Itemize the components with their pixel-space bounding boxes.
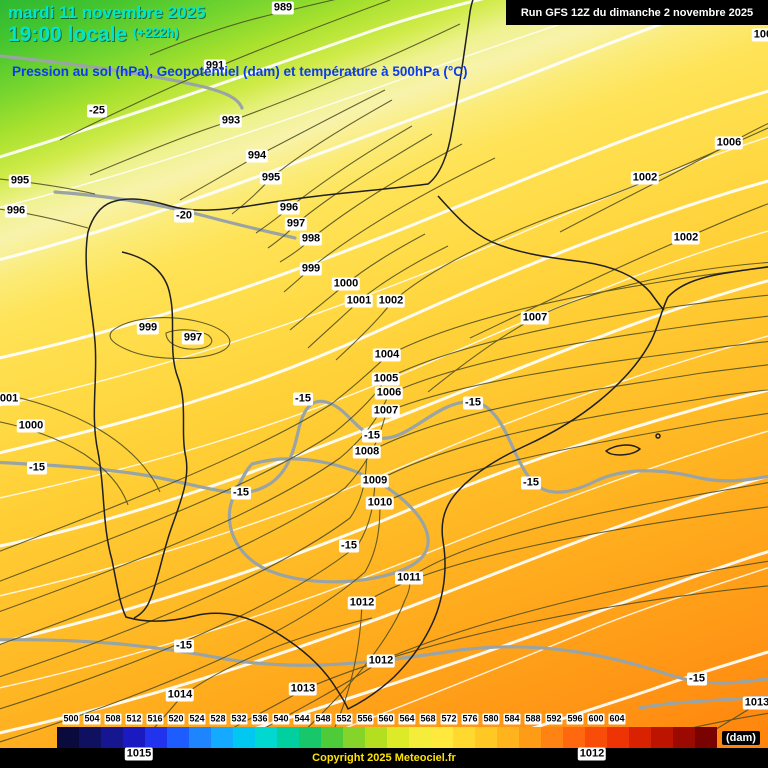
- copyright-text: Copyright 2025 Meteociel.fr: [312, 752, 456, 764]
- colorbar-swatch: [651, 727, 673, 748]
- model-run-info: Run GFS 12Z du dimanche 2 novembre 2025: [506, 0, 768, 25]
- colorbar-unit: (dam): [722, 731, 760, 745]
- colorbar-swatch: [123, 727, 145, 748]
- colorbar-swatch: [79, 727, 101, 748]
- colorbar-swatch: [277, 727, 299, 748]
- colorbar-swatch: [211, 727, 233, 748]
- colorbar-swatch: [673, 727, 695, 748]
- colorbar-swatch: [629, 727, 651, 748]
- colorbar-swatch: [519, 727, 541, 748]
- colorbar-swatches-row: [57, 727, 717, 748]
- colorbar-swatch: [343, 727, 365, 748]
- colorbar-swatch: [189, 727, 211, 748]
- colorbar-swatch: [57, 727, 79, 748]
- colorbar-swatch: [387, 727, 409, 748]
- colorbar-swatch: [233, 727, 255, 748]
- forecast-time: 19:00 locale (+222h): [8, 23, 179, 47]
- forecast-time-text: 19:00 locale: [8, 23, 128, 46]
- forecast-date: mardi 11 novembre 2025: [8, 3, 206, 22]
- coastline-borders: [85, 0, 768, 710]
- colorbar-swatch: [497, 727, 519, 748]
- colorbar-swatch: [321, 727, 343, 748]
- colorbar-swatch: [585, 727, 607, 748]
- colorbar-swatch: [695, 727, 717, 748]
- colorbar-swatch: [299, 727, 321, 748]
- colorbar-swatch: [541, 727, 563, 748]
- colorbar-swatch: [453, 727, 475, 748]
- colorbar-swatch: [255, 727, 277, 748]
- colorbar-swatch: [409, 727, 431, 748]
- footer-bar: Copyright 2025 Meteociel.fr: [0, 748, 768, 768]
- colorbar-swatch: [145, 727, 167, 748]
- colorbar-swatch: [475, 727, 497, 748]
- colorbar-swatch: [563, 727, 585, 748]
- colorbar-swatch: [607, 727, 629, 748]
- colorbar-swatch: [365, 727, 387, 748]
- colorbar-swatch: [101, 727, 123, 748]
- forecast-offset: (+222h): [132, 25, 179, 40]
- colorbar-swatch: [167, 727, 189, 748]
- colorbar-swatch: [431, 727, 453, 748]
- map-parameters-title: Pression au sol (hPa), Geopotentiel (dam…: [12, 64, 468, 79]
